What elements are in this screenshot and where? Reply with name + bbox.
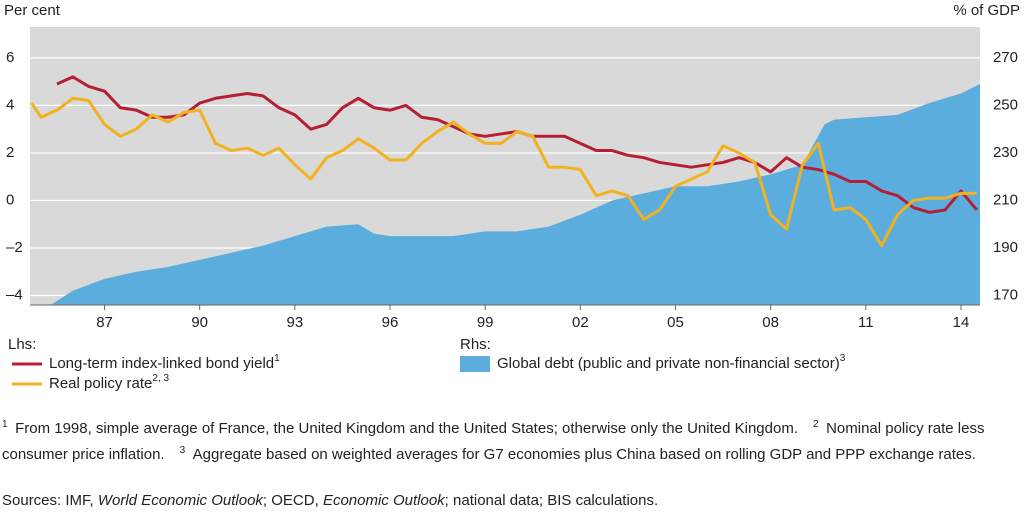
y-tick-label: 6 — [6, 49, 14, 66]
y2-tick-label: 250 — [993, 96, 1018, 113]
footnote-text: Aggregate based on weighted averages for… — [192, 446, 976, 463]
legend: Lhs: Rhs: Long-term index-linked bond yi… — [8, 336, 846, 392]
footnote-marker: 3 — [179, 445, 186, 456]
x-tick-label: 02 — [572, 314, 589, 331]
legend-label: Global debt (public and private non-fina… — [497, 353, 846, 372]
x-tick-label: 90 — [191, 314, 208, 331]
footnote-marker: 2 — [813, 419, 819, 430]
legend-heading: Rhs: — [460, 336, 491, 353]
x-tick-label: 05 — [667, 314, 684, 331]
legend-heading: Lhs: — [8, 336, 36, 353]
area — [50, 84, 981, 306]
y2-tick-label: 230 — [993, 144, 1018, 161]
y-axis-label: Per cent — [4, 2, 61, 19]
y2-tick-label: 270 — [993, 49, 1018, 66]
footnotes: 1 From 1998, simple average of France, t… — [2, 414, 1022, 466]
x-tick-label: 87 — [96, 314, 113, 331]
x-tick-label: 93 — [287, 314, 304, 331]
legend-note: 2, 3 — [152, 373, 169, 384]
source-text: Economic Outlook — [322, 492, 445, 509]
y2-tick-label: 190 — [993, 239, 1018, 256]
x-tick-label: 14 — [953, 314, 970, 331]
footnote-marker: 1 — [2, 419, 8, 430]
legend-name: Global debt (public and private non-fina… — [497, 355, 840, 372]
x-tick-label: 08 — [762, 314, 779, 331]
sources: Sources: IMF, World Economic Outlook; OE… — [2, 490, 1022, 512]
footnote-text: Nominal policy rate less consumer price … — [2, 420, 985, 463]
y-tick-label: –2 — [6, 239, 23, 256]
source-text: ; OECD, — [262, 492, 323, 509]
source-text: Sources: IMF, — [2, 492, 98, 509]
legend-note: 1 — [274, 353, 280, 364]
line — [30, 96, 977, 248]
footnote-text: From 1998, simple average of France, the… — [15, 420, 798, 437]
x-tick-label: 11 — [858, 314, 874, 331]
y2-axis-label: % of GDP — [953, 2, 1020, 19]
legend-name: Real policy rate — [49, 375, 152, 392]
legend-label: Real policy rate2, 3 — [49, 373, 170, 392]
source-text: World Economic Outlook — [97, 492, 263, 509]
legend-note: 3 — [840, 353, 846, 364]
legend-swatch — [460, 356, 490, 372]
legend-label: Long-term index-linked bond yield1 — [49, 353, 280, 372]
source-text: ; national data; BIS calculations. — [444, 492, 659, 509]
y-tick-label: 2 — [6, 144, 14, 161]
x-tick-label: 99 — [477, 314, 494, 331]
y-tick-label: –4 — [6, 286, 23, 303]
chart: Per cent % of GDP –4–2024617019021023025… — [4, 2, 1020, 331]
y-tick-label: 4 — [6, 96, 14, 113]
y-tick-label: 0 — [6, 191, 14, 208]
y2-tick-label: 170 — [993, 286, 1018, 303]
y2-tick-label: 210 — [993, 191, 1018, 208]
legend-name: Long-term index-linked bond yield — [49, 355, 274, 372]
x-tick-label: 96 — [382, 314, 399, 331]
